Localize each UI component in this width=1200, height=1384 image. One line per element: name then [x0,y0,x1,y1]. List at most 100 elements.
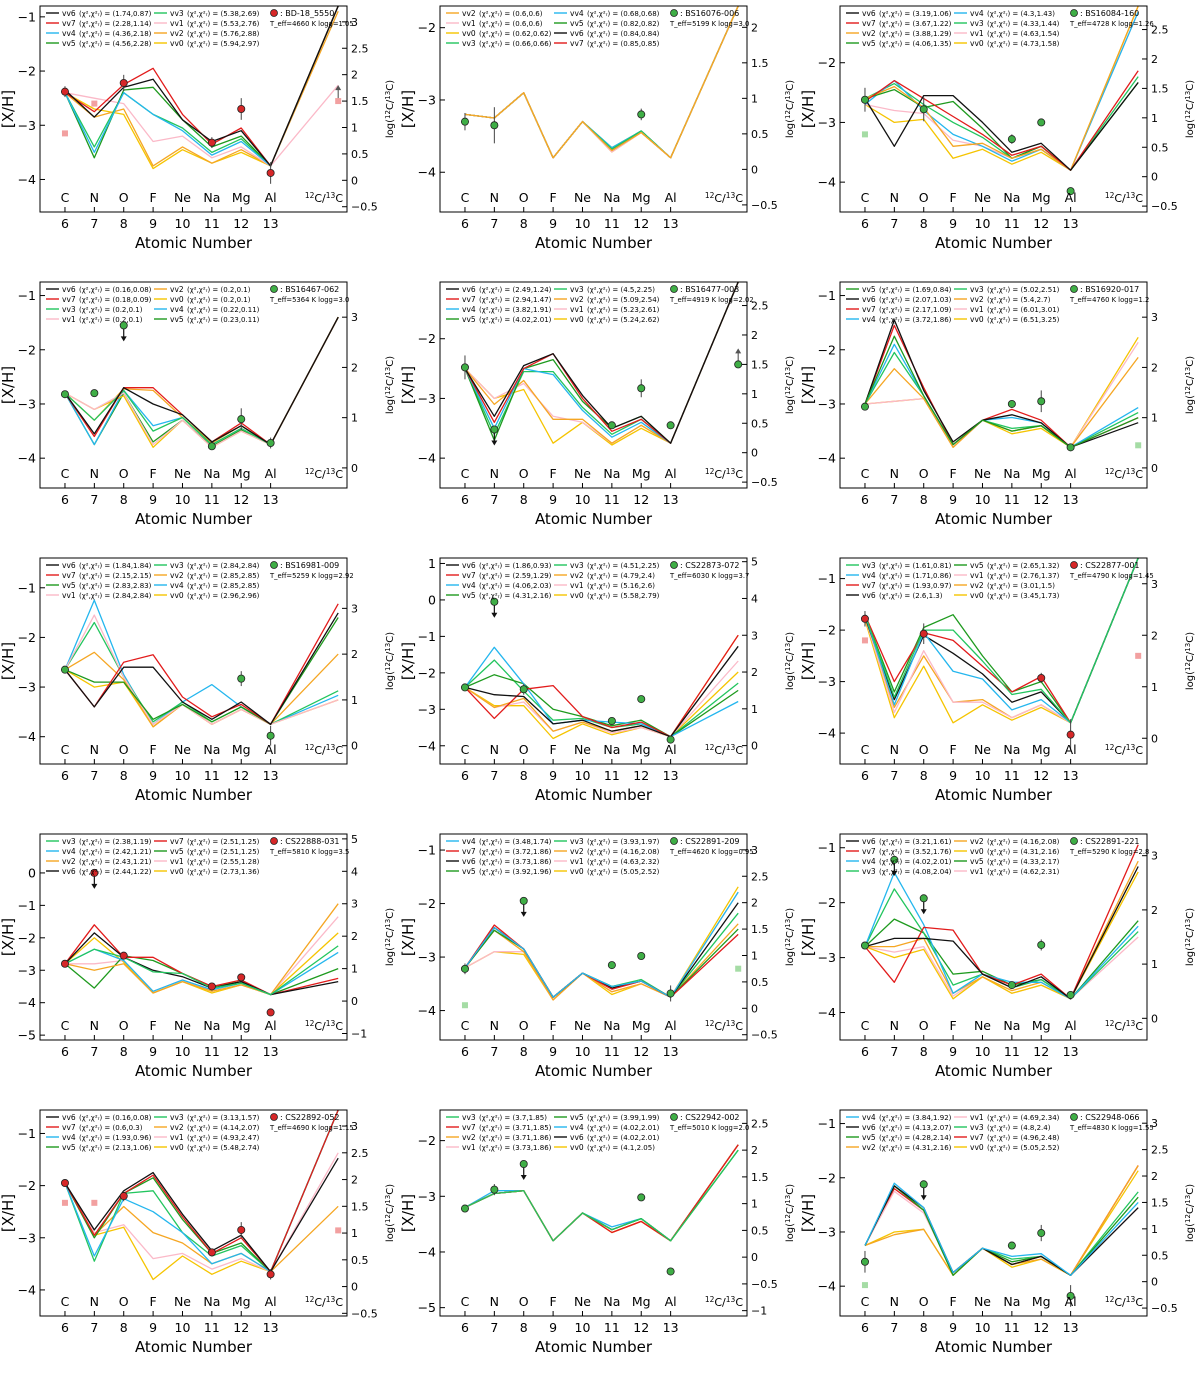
legend-chi: (χ²,χ²ᵣ) = (3.01,1.5) [987,582,1055,590]
y2-tick-label: 1 [751,1198,758,1211]
legend-chi: (χ²,χ²ᵣ) = (0.62,0.62) [479,30,552,38]
x-tick-label: 12 [633,216,649,231]
model-lines [64,6,339,170]
y-tick-label: −3 [818,396,836,411]
legend-model: vv3 [170,9,184,18]
ratio-limit-arrowhead [335,85,342,91]
y-tick-label: −3 [18,1230,36,1245]
y2-tick-label: 3 [1151,1117,1158,1130]
element-label: Ne [174,190,191,205]
legend-model: vv1 [970,867,984,876]
legend-model: vv7 [862,19,876,28]
legend-chi: (χ²,χ²ᵣ) = (2.55,1.28) [187,858,260,866]
y-tick-label: −1 [818,1116,836,1131]
limit-arrowhead [520,911,527,917]
y2-tick-label: 3 [351,602,358,615]
star-name: : BS16084-160 [1080,9,1139,18]
y-tick-label: −3 [818,1224,836,1239]
legend-model: vv1 [970,305,984,314]
limit-point [490,597,499,606]
star-parameters: T_eff=4690 K logg=1.15 [269,1124,354,1132]
y2-axis-title: log(12C/13C) [1184,632,1196,690]
y2-tick-label: 1 [1151,412,1158,425]
y-tick-label: −4 [818,175,836,190]
chart-svg: −2 −3 −4 −0.5 0 0.5 1 1.5 2 2.5 6 C 7 N 8 O 9 F 10 Ne 11 Na 12… [799,5,1196,252]
series-line-vv7 [464,6,739,159]
legend-model: vv0 [970,315,984,324]
x-tick-label: 9 [949,492,957,507]
x-tick-label: 13 [663,1320,679,1335]
series-line-vv5 [864,558,1139,724]
axes-frame [439,833,748,1041]
limit-arrowhead [920,909,927,915]
x-axis-title: Atomic Number [935,510,1053,528]
x-tick-label: 13 [263,768,279,783]
y2-tick-label: 0 [351,174,358,187]
legend-chi: (χ²,χ²ᵣ) = (0.18,0.09) [79,296,152,304]
element-label: N [90,466,99,481]
model-lines [464,634,739,740]
legend-chi: (χ²,χ²ᵣ) = (2.96,2.96) [187,592,260,600]
x-tick-label: 9 [549,1320,557,1335]
y2-tick-label: 2.5 [751,870,769,883]
legend-chi: (χ²,χ²ᵣ) = (0.2,0.1) [187,296,251,304]
y-tick-label: −1 [818,571,836,586]
model-lines [864,558,1139,724]
series-line-vv4 [864,871,1139,1000]
legend-chi: (χ²,χ²ᵣ) = (0.6,0.6) [479,20,543,28]
y2-tick-label: 0 [1151,171,1158,184]
series-line-vv5 [64,316,339,447]
legend-model: vv7 [570,39,584,48]
series-line-vv5 [864,335,1139,448]
x-tick-label: 6 [861,1044,869,1059]
element-label: O [119,742,129,757]
x-tick-label: 13 [663,216,679,231]
series-line-vv4 [64,599,339,725]
element-label: O [919,466,929,481]
ratio-axis-label: 12C/13C [1105,191,1143,205]
x-tick-label: 7 [490,768,498,783]
y-axis-title: [X/H] [400,1194,417,1232]
x-axis-title: Atomic Number [535,510,653,528]
y2-tick-label: 3 [351,1120,358,1133]
x-axis-title: Atomic Number [935,786,1053,804]
observed-point [637,1193,646,1202]
element-label: Ne [974,466,991,481]
limit-arrowhead [920,1195,927,1201]
x-tick-label: 7 [490,216,498,231]
chart-svg: 10−1−2−3−4 0123456C7N8O9F10Ne11Na12Mg13Al… [399,556,796,804]
star-name: : CS22948-066 [1080,1113,1140,1122]
legend-model: vv0 [570,867,584,876]
x-tick-label: 7 [90,768,98,783]
observed-point [207,138,216,147]
element-label: Al [665,190,677,205]
y-tick-label: −4 [18,1282,36,1297]
legend-chi: (χ²,χ²ᵣ) = (2.28,1.14) [79,20,152,28]
series-line-vv7 [464,282,739,444]
x-tick-label: 9 [949,1320,957,1335]
y2-tick-label: 1 [751,949,758,962]
legend-model: vv0 [970,591,984,600]
legend-chi: (χ²,χ²ᵣ) = (5.05,2.52) [987,1144,1060,1152]
element-label: Ne [574,190,591,205]
legend-model: vv1 [170,857,184,866]
chart-panel-CS22877-001: −1 −2 −3 −4 0 1 2 3 6 C 7 N 8 O 9 F 10 Ne 11 Na 12 Mg 13 Al 12C/… [799,552,1200,832]
ratio-axis-label: 12C/13C [1105,1295,1143,1309]
legend-model: vv2 [970,837,984,846]
y2-tick-label: 4 [351,865,358,878]
legend-model: vv4 [62,1133,76,1142]
star-name: : BS16076-006 [680,9,739,18]
y-tick-label: −3 [18,118,36,133]
chart-panel-BD-18_5550: −1 −2 −3 −4 −0.5 0 0.5 1 1.5 2 2.5 3 6 C 7 N 8 O 9 F 10 Ne 11 N… [0,0,400,280]
element-label: Mg [632,466,651,481]
model-lines [464,6,739,159]
legend-chi: (χ²,χ²ᵣ) = (2.65,1.32) [987,562,1060,570]
star-name: : CS22873-072 [680,561,740,570]
y2-tick-label: 2.5 [751,300,769,313]
legend-observed-marker [1070,561,1078,569]
legend-chi: (χ²,χ²ᵣ) = (4.31,2.16) [879,1144,952,1152]
legend-model: vv0 [170,867,184,876]
element-label: Ne [174,1018,191,1033]
